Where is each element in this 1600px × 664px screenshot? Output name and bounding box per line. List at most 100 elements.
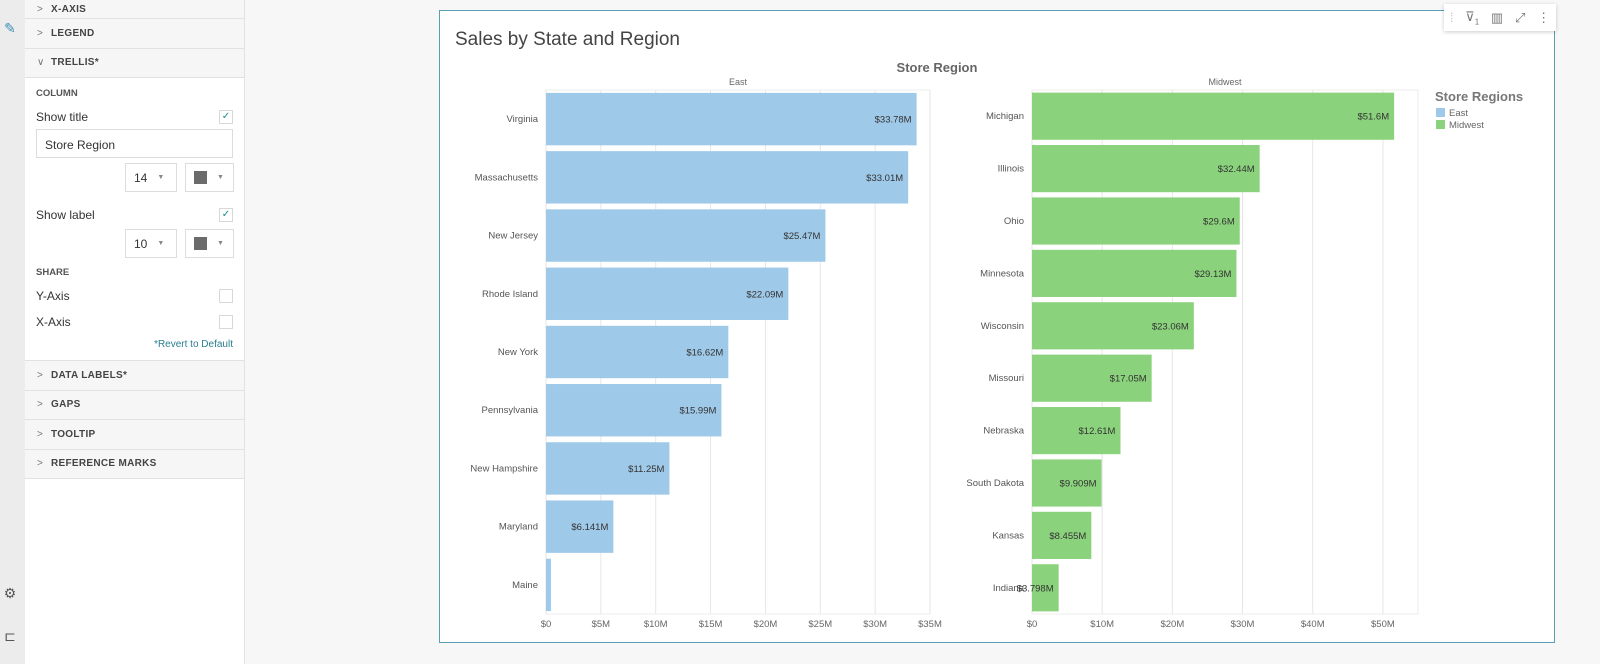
section-label: TOOLTIP	[51, 428, 96, 440]
filter-count: 1	[1474, 17, 1480, 27]
chevron-right-icon: >	[37, 27, 44, 39]
bar	[546, 151, 909, 204]
y-category-label: Nebraska	[983, 426, 1024, 437]
data-label: $25.47M	[783, 231, 820, 242]
data-label: $11.25M	[628, 464, 664, 475]
bar	[1032, 197, 1240, 245]
data-label: $29.6M	[1203, 217, 1235, 228]
hierarchy-icon[interactable]: ⊏	[4, 628, 16, 644]
y-category-label: Maryland	[499, 522, 538, 533]
y-category-label: Ohio	[1004, 216, 1024, 227]
x-tick-label: $50M	[1371, 619, 1395, 630]
section-data-labels[interactable]: > DATA LABELS*	[25, 361, 244, 391]
chart-settings-icon[interactable]: ▥	[1490, 9, 1504, 25]
caret-down-icon: ▼	[157, 240, 165, 247]
data-label: $22.09M	[746, 289, 783, 300]
x-tick-label: $0	[1027, 619, 1038, 630]
title-color-select[interactable]: ▼	[185, 163, 234, 192]
expand-icon[interactable]: ⤢	[1514, 9, 1526, 25]
gear-icon[interactable]: ⚙	[3, 585, 17, 601]
bar	[546, 325, 729, 379]
data-label: $6.141M	[571, 522, 608, 533]
data-label: $51.6M	[1357, 112, 1389, 123]
section-tooltip[interactable]: > TOOLTIP	[25, 420, 244, 450]
section-x-axis[interactable]: > X-AXIS	[25, 0, 244, 19]
y-category-label: New Jersey	[488, 231, 538, 242]
bar	[546, 500, 614, 553]
chevron-right-icon: >	[37, 399, 44, 411]
filter-icon[interactable]: ⊽1	[1465, 8, 1480, 27]
y-category-label: New Hampshire	[470, 463, 538, 474]
chart-title: Sales by State and Region	[455, 29, 680, 50]
title-font-size-select[interactable]: 14 ▼	[125, 163, 177, 192]
data-label: $9.909M	[1060, 479, 1097, 490]
y-category-label: Kansas	[992, 530, 1024, 541]
trellis-settings: COLUMN Show title ✓ Store Region 14 ▼ ▼ S…	[25, 78, 244, 360]
y-category-label: Michigan	[986, 111, 1024, 122]
share-y-axis-checkbox[interactable]	[219, 289, 233, 303]
share-x-axis-checkbox[interactable]	[219, 315, 233, 329]
x-tick-label: $20M	[754, 619, 778, 630]
bar	[546, 209, 826, 262]
more-icon[interactable]: ⋮	[1537, 9, 1551, 25]
bar	[1032, 511, 1092, 559]
legend-swatch	[1436, 108, 1445, 117]
caret-down-icon: ▼	[217, 240, 224, 247]
icon-rail: ✎ ⚙ ⊏	[0, 0, 25, 664]
chevron-right-icon: >	[37, 428, 44, 440]
panel-label: East	[729, 77, 748, 87]
x-tick-label: $10M	[1090, 619, 1114, 630]
y-category-label: Wisconsin	[981, 321, 1024, 332]
section-gaps[interactable]: > GAPS	[25, 390, 244, 420]
section-label: TRELLIS*	[51, 57, 99, 69]
drag-handle-icon[interactable]: ⁞	[1449, 10, 1454, 25]
bar	[1032, 407, 1121, 455]
y-category-label: Virginia	[506, 114, 538, 125]
y-category-label: Minnesota	[980, 268, 1025, 279]
section-trellis[interactable]: ∨ TRELLIS*	[25, 48, 244, 78]
data-label: $33.01M	[866, 173, 903, 184]
bar	[1032, 249, 1237, 297]
show-title-checkbox[interactable]: ✓	[219, 110, 233, 124]
trellis-column-title: Store Region	[897, 60, 978, 75]
chevron-down-icon: ∨	[37, 57, 45, 69]
section-label: LEGEND	[51, 27, 95, 39]
chevron-right-icon: >	[37, 3, 44, 15]
x-tick-label: $35M	[918, 619, 942, 630]
title-input[interactable]: Store Region	[36, 129, 233, 158]
revert-to-default-link[interactable]: *Revert to Default	[154, 339, 233, 350]
bar	[1032, 145, 1260, 193]
y-category-label: Indiana	[993, 583, 1025, 594]
show-label-checkbox[interactable]: ✓	[219, 208, 233, 222]
bar	[1032, 302, 1194, 350]
section-label: REFERENCE MARKS	[51, 458, 157, 470]
share-heading: SHARE	[36, 267, 70, 278]
data-label: $16.62M	[686, 348, 723, 359]
caret-down-icon: ▼	[217, 174, 224, 181]
label-color-select[interactable]: ▼	[185, 229, 234, 258]
chevron-right-icon: >	[37, 369, 44, 381]
bar	[1032, 459, 1102, 507]
y-category-label: New York	[498, 347, 538, 358]
legend-entry: Midwest	[1449, 120, 1484, 131]
y-category-label: South Dakota	[966, 478, 1024, 489]
bar	[1032, 354, 1152, 402]
show-label-label: Show label	[36, 208, 95, 222]
y-category-label: Rhode Island	[482, 289, 538, 300]
share-y-axis-label: Y-Axis	[36, 289, 70, 303]
data-label: $12.61M	[1079, 426, 1116, 437]
x-tick-label: $0	[541, 619, 552, 630]
bar	[1032, 564, 1059, 612]
y-category-label: Maine	[512, 580, 538, 591]
section-reference-marks[interactable]: > REFERENCE MARKS	[25, 449, 244, 479]
label-font-size-select[interactable]: 10 ▼	[125, 229, 177, 258]
section-legend[interactable]: > LEGEND	[25, 19, 244, 49]
paintbrush-icon[interactable]: ✎	[4, 20, 16, 36]
panel-label: Midwest	[1208, 77, 1242, 87]
show-title-label: Show title	[36, 110, 89, 124]
x-tick-label: $20M	[1160, 619, 1184, 630]
bar	[546, 384, 722, 437]
color-swatch	[194, 237, 207, 250]
y-category-label: Pennsylvania	[481, 405, 538, 416]
